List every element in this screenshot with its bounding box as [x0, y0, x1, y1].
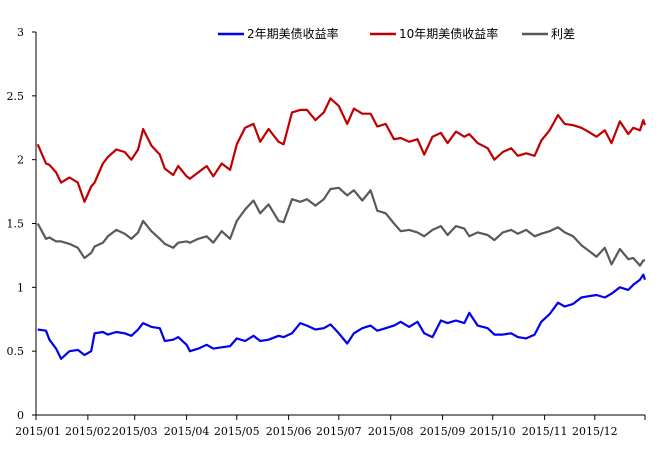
- legend: 2年期美债收益率 10年期美债收益率 利差: [218, 26, 575, 41]
- x-tick-label: 2015/12: [572, 425, 618, 438]
- x-axis: 2015/01 2015/02 2015/03 2015/04 2015/05 2015/…: [15, 414, 646, 438]
- y-tick-label: 3: [17, 26, 24, 39]
- x-tick-label: 2015/02: [65, 425, 111, 438]
- x-tick-label: 2015/05: [214, 425, 260, 438]
- y-tick-label: 1: [17, 281, 24, 294]
- y-tick-label: 1.5: [7, 218, 25, 231]
- x-tick-label: 2015/04: [164, 425, 210, 438]
- y-tick-label: 0.5: [7, 345, 25, 358]
- x-tick-label: 2015/06: [266, 425, 312, 438]
- x-tick-label: 2015/11: [522, 425, 568, 438]
- series-line: [36, 97, 647, 203]
- legend-label: 利差: [551, 27, 575, 41]
- x-tick-label: 2015/03: [112, 425, 158, 438]
- y-tick-label: 0: [17, 409, 24, 422]
- x-tick-label: 2015/08: [368, 425, 414, 438]
- legend-label: 2年期美债收益率: [247, 26, 339, 41]
- series-line: [37, 273, 647, 360]
- series-lines: [36, 97, 647, 360]
- x-tick-label: 2015/10: [470, 425, 516, 438]
- x-tick-label: 2015/01: [15, 425, 61, 438]
- y-tick-label: 2.5: [7, 90, 25, 103]
- y-tick-label: 2: [17, 154, 24, 167]
- x-tick-label: 2015/09: [420, 425, 466, 438]
- legend-label: 10年期美债收益率: [399, 26, 498, 41]
- x-tick-label: 2015/07: [316, 425, 362, 438]
- y-axis: 0 0.5 1 1.5 2 2.5 3: [7, 26, 37, 422]
- series-line: [36, 186, 645, 267]
